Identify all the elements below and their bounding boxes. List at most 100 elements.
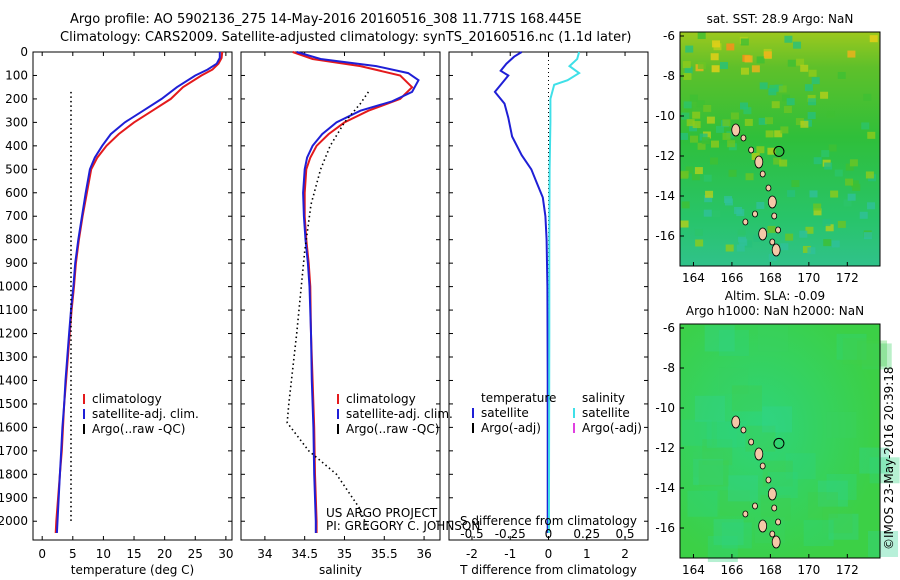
salinity-series-line (296, 51, 420, 533)
sst_map-cell (837, 71, 846, 79)
temperature-xlabel: temperature (deg C) (71, 563, 194, 577)
sst_map-cell (867, 131, 876, 139)
sla_map-cell (803, 520, 834, 547)
legend-entry: satellite-adj. clim. (92, 407, 199, 421)
sst_map-cell (861, 122, 870, 130)
sst_map-cell (685, 166, 694, 174)
depth-tick-label: 1000 (0, 280, 28, 294)
sst_map-cell (785, 233, 794, 241)
depth-tick-label: 1900 (0, 491, 28, 505)
sst_map-cell (736, 209, 745, 217)
sla_map-cell (758, 325, 789, 352)
sla_map-cell (698, 460, 729, 487)
title-line-2: Climatology: CARS2009. Satellite-adjuste… (60, 30, 632, 45)
sst_map-cell (828, 144, 837, 152)
map-xtick-label: 166 (720, 563, 743, 577)
sst_map-cell (696, 100, 705, 108)
depth-tick-label: 800 (5, 233, 28, 247)
sst_map-cell (830, 190, 839, 198)
depth-tick-label: 200 (5, 92, 28, 106)
depth-tick-label: 1600 (0, 420, 28, 434)
sst_map-cell (845, 178, 854, 186)
sst_map-cell (759, 82, 768, 90)
sla_map: 164 166 168 170 172 -6 -8 -10 -12 -14 -16 Altim. SL… (655, 289, 900, 577)
sst_map-cell (701, 137, 710, 145)
salinity-xtick-label: 35.5 (371, 547, 398, 561)
pi-annotation: PI: GREGORY C. JOHNSON (326, 519, 480, 533)
sst_map-cell (703, 209, 712, 217)
map-ytick-label: -10 (655, 401, 675, 415)
sst_map-cell (796, 58, 805, 66)
sst_map-cell (808, 98, 817, 106)
island-shape (758, 227, 768, 241)
sst_map-cell (824, 162, 833, 170)
difference-series-line (547, 51, 581, 534)
sst_map-cell (837, 220, 846, 228)
sst_map-cell (780, 243, 789, 251)
sst_map-cell (852, 183, 861, 191)
salinity-xtick-label: 34 (257, 547, 272, 561)
sst_map-cell (793, 41, 802, 49)
sst_map-cell (695, 239, 704, 247)
island-shape (754, 155, 764, 169)
depth-tick-label: 300 (5, 115, 28, 129)
sst_map-cell (719, 62, 728, 70)
sla_map-cell (702, 439, 733, 466)
island-shape (759, 170, 766, 178)
sst_map-cell (706, 116, 715, 124)
salinity-series-line (286, 91, 370, 531)
salinity-diff-tick-label: 0.25 (573, 527, 600, 541)
sst_map-cell (850, 180, 859, 188)
title-line-1: Argo profile: AO 5902136_275 14-May-2016… (70, 12, 582, 27)
sst_map-cell (756, 146, 765, 154)
sla_map-cell (822, 507, 853, 534)
sla_map-cell (828, 513, 859, 540)
sst_map-cell (781, 94, 790, 102)
map-xtick-label: 166 (720, 271, 743, 285)
salinity-xtick-label: 36 (416, 547, 431, 561)
sla_map-cell (785, 453, 816, 480)
sst_map-cell (813, 157, 822, 165)
salinity-diff-label: S difference from climatology (460, 514, 637, 528)
legend-header-salinity: salinity (582, 391, 625, 405)
island-shape (742, 510, 749, 518)
sst_map-cell (765, 130, 774, 138)
sla_map-cell (693, 458, 724, 485)
sst_map: 164 166 168 170 172 -6 -8 -10 -12 -14 -16 sat. SST:… (655, 12, 881, 285)
sst_map-cell (722, 119, 731, 127)
legend-entry: Argo(..raw -QC) (92, 422, 185, 436)
differences-xtick-label: 1 (583, 547, 591, 561)
island-shape (748, 438, 755, 446)
sst_map-cell (845, 163, 854, 171)
depth-tick-label: 500 (5, 162, 28, 176)
sst_map-cell (704, 195, 713, 203)
sst_map-cell (843, 199, 852, 207)
sst_map-cell (765, 117, 774, 125)
map-ytick-label: -8 (663, 361, 675, 375)
sst_map-cell (682, 61, 691, 69)
map-ytick-label: -16 (655, 229, 675, 243)
sst_map-cell (681, 201, 690, 209)
sst_map-cell (753, 234, 762, 242)
sst_map-cell (869, 35, 878, 43)
sst_map-cell (813, 208, 822, 216)
depth-tick-label: 0 (20, 45, 28, 59)
sst_map-cell (691, 173, 700, 181)
sla_map-cell (817, 480, 848, 507)
salinity-diff-tick-label: 0.5 (615, 527, 634, 541)
sla-map-subtitle: Argo h1000: NaN h2000: NaN (686, 304, 864, 318)
island-shape (759, 462, 766, 470)
map-xtick-label: 164 (682, 271, 705, 285)
sla_map-cell (861, 343, 892, 370)
differences-xtick-label: 2 (621, 547, 629, 561)
island-shape (771, 212, 778, 220)
island-shape (731, 415, 741, 429)
sla_map-cell (807, 492, 838, 519)
sst_map-cell (727, 140, 736, 148)
sla_map-cell (716, 421, 747, 448)
differences-panel: -2 -1 0 1 2 T difference from climatology -0.5… (448, 51, 649, 577)
sst_map-cell (744, 118, 753, 126)
map-xtick-label: 172 (836, 563, 859, 577)
sst_map-cell (779, 159, 788, 167)
sst_map-cell (786, 98, 795, 106)
